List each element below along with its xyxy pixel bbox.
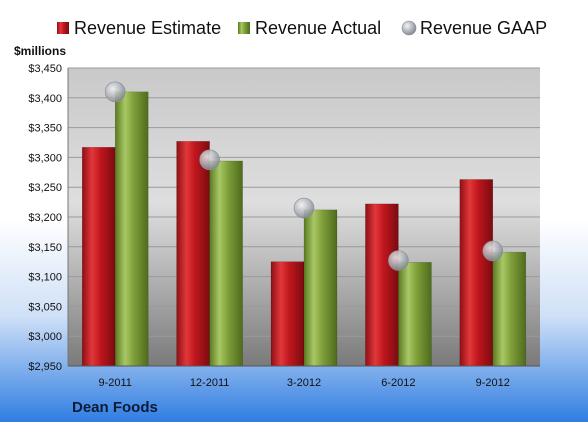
revenue-actual-bar <box>209 160 243 367</box>
x-tick-label: 9-2012 <box>476 377 510 389</box>
bars <box>81 91 527 367</box>
revenue-gaap-marker <box>104 81 126 103</box>
y-axis-tick-labels: $2,950 $3,000 $3,050 $3,100 $3,150 $3,200 $3,2… <box>28 63 62 373</box>
y-tick-label: $3,450 <box>28 63 62 75</box>
revenue-gaap-marker <box>199 149 220 171</box>
revenue-estimate-bar <box>365 203 399 367</box>
y-tick-label: $3,100 <box>28 272 62 284</box>
revenue-estimate-bar <box>459 179 494 367</box>
revenue-gaap-legend-label: Revenue GAAP <box>420 18 547 38</box>
revenue-estimate-bar <box>176 141 210 367</box>
legend: Revenue Estimate Revenue Actual Revenue GA… <box>57 18 547 38</box>
revenue-actual-bar <box>492 251 527 367</box>
revenue-estimate-legend-label: Revenue Estimate <box>74 18 221 38</box>
y-tick-label: $3,150 <box>28 242 62 254</box>
revenue-estimate-bar <box>81 147 116 367</box>
y-tick-label: $3,200 <box>28 212 62 224</box>
revenue-actual-bar <box>398 262 432 367</box>
revenue-actual-bar <box>303 209 338 367</box>
x-axis-tick-labels: 9-2011 12-2011 3-2012 6-2012 9-2012 <box>98 377 509 389</box>
revenue-gaap-marker <box>293 197 315 219</box>
y-tick-label: $3,400 <box>28 93 62 105</box>
revenue-estimate-legend-swatch <box>57 22 69 34</box>
y-tick-label: $3,250 <box>28 182 62 194</box>
y-tick-label: $3,300 <box>28 152 62 164</box>
revenue-gaap-legend-swatch <box>401 20 417 36</box>
y-tick-label: $3,000 <box>28 331 62 343</box>
revenue-estimate-bar <box>270 261 305 367</box>
revenue-gaap-marker <box>482 240 504 262</box>
x-tick-label: 12-2011 <box>190 377 230 389</box>
revenue-actual-legend-label: Revenue Actual <box>255 18 381 38</box>
x-tick-label: 6-2012 <box>381 377 415 389</box>
x-tick-label: 9-2011 <box>98 377 131 389</box>
x-tick-label: 3-2012 <box>287 377 321 389</box>
revenue-actual-legend-swatch <box>238 22 250 34</box>
revenue-gaap-marker <box>388 250 409 271</box>
gaap-markers <box>104 81 504 271</box>
y-tick-label: $3,350 <box>28 123 62 135</box>
y-tick-label: $2,950 <box>28 361 62 373</box>
revenue-actual-bar <box>114 91 149 367</box>
unit-label: $millions <box>14 44 66 58</box>
company-label: Dean Foods <box>72 399 158 416</box>
y-tick-label: $3,050 <box>28 301 62 313</box>
